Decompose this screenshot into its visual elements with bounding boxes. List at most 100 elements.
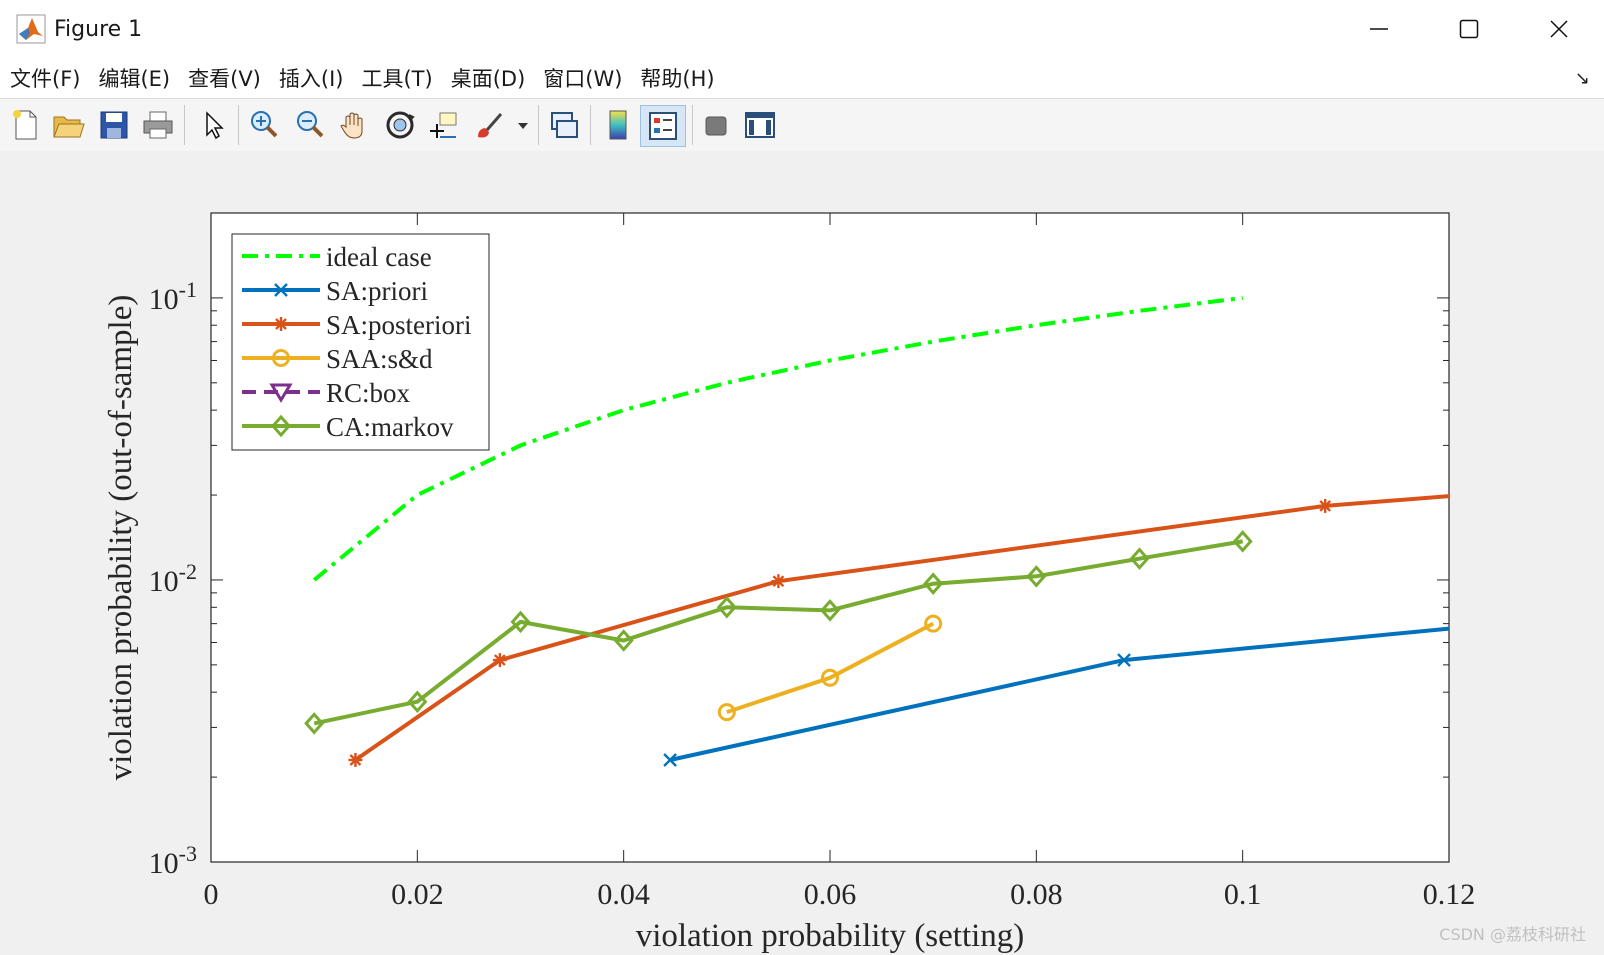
pan-hand-icon[interactable]	[336, 107, 372, 143]
data-point	[924, 614, 943, 633]
marker-diamond	[304, 712, 325, 735]
marker-diamond	[819, 599, 841, 622]
x-tick-label: 0	[204, 878, 219, 911]
data-point	[407, 690, 428, 713]
menu-edit[interactable]: 编辑(E)	[98, 67, 171, 91]
legend-marker	[274, 317, 288, 331]
series-saa-s-d	[717, 614, 943, 722]
link-plot-icon[interactable]	[546, 107, 582, 143]
toolbar-separator	[238, 105, 239, 145]
minimize-button[interactable]	[1334, 0, 1424, 58]
hide-plot-tools-icon[interactable]	[698, 107, 734, 143]
toolbar-separator	[692, 105, 693, 145]
legend-button[interactable]	[640, 105, 686, 147]
data-point	[1026, 565, 1047, 588]
chart: 0 0.02 0.04 0.06 0.08 0.1 0.12 10-3 10-2 10-1 viol…	[103, 212, 1508, 954]
data-cursor-icon[interactable]	[426, 107, 462, 143]
legend-label: ideal case	[326, 242, 432, 272]
toolbar-separator	[590, 105, 591, 145]
legend-box	[231, 233, 490, 451]
marker-x-stroke	[1495, 618, 1507, 630]
data-point	[771, 574, 786, 589]
marker-diamond	[923, 572, 944, 595]
data-point	[1129, 547, 1150, 570]
undock-arrow-icon[interactable]: ↘	[1574, 68, 1590, 89]
matlab-logo-icon	[16, 14, 46, 44]
menu-view[interactable]: 查看(V)	[188, 67, 261, 91]
marker-triangle	[269, 383, 293, 403]
x-tick-label: 0.1	[1224, 878, 1262, 911]
y-axis-label: violation probability (out-of-sample)	[103, 295, 139, 781]
marker-star-stroke	[275, 318, 287, 330]
legend-label: SA:priori	[326, 276, 428, 306]
marker-circle	[924, 614, 943, 633]
data-point	[821, 668, 839, 687]
marker-circle	[717, 703, 736, 722]
marker-star-stroke	[1319, 500, 1332, 512]
colorbar-icon[interactable]	[600, 107, 636, 143]
menu-desktop[interactable]: 桌面(D)	[450, 67, 526, 91]
menu-window[interactable]: 窗口(W)	[543, 67, 623, 91]
data-point	[923, 572, 944, 595]
marker-diamond	[270, 414, 292, 438]
marker-diamond	[613, 629, 634, 652]
legend-marker	[270, 414, 292, 438]
x-tick-label: 0.06	[804, 878, 857, 911]
series-ca-markov	[304, 530, 1253, 735]
close-icon	[1550, 20, 1568, 38]
y-tick-label: 10-1	[149, 277, 197, 316]
maximize-button[interactable]	[1424, 0, 1514, 58]
zoom-out-icon[interactable]	[292, 107, 328, 143]
legend-label: SAA:s&d	[326, 344, 433, 374]
new-file-icon[interactable]	[8, 107, 44, 143]
menu-help[interactable]: 帮助(H)	[640, 67, 715, 91]
marker-star-stroke	[1496, 487, 1506, 497]
marker-star-stroke	[349, 754, 362, 766]
brush-dropdown-icon[interactable]	[512, 107, 534, 143]
zoom-in-icon[interactable]	[246, 107, 282, 143]
data-point	[1117, 653, 1131, 667]
minimize-icon	[1370, 28, 1388, 30]
window-title: Figure 1	[54, 16, 143, 42]
marker-circle	[272, 349, 290, 367]
series-ideal-case	[312, 295, 1243, 582]
menu-insert[interactable]: 插入(I)	[278, 67, 344, 91]
marker-diamond	[510, 610, 531, 634]
show-plot-tools-icon[interactable]	[742, 107, 778, 143]
legend-icon	[649, 112, 677, 140]
figure-toolbar	[0, 98, 1604, 152]
series-line	[726, 621, 935, 714]
x-tick-label: 0.08	[1010, 878, 1063, 911]
series-line	[313, 539, 1244, 726]
save-icon[interactable]	[96, 107, 132, 143]
pointer-icon[interactable]	[195, 107, 231, 143]
marker-x-stroke	[1117, 653, 1131, 667]
marker-diamond	[716, 596, 737, 619]
print-icon[interactable]	[140, 107, 176, 143]
data-point	[304, 712, 325, 735]
data-point	[819, 599, 841, 622]
rotate-3d-icon[interactable]	[382, 107, 418, 143]
y-tick-label: 10-2	[149, 559, 197, 598]
brush-icon[interactable]	[472, 107, 508, 143]
toolbar-separator	[184, 105, 185, 145]
x-tick-label: 0.04	[597, 878, 650, 911]
series-sa-posteriori	[348, 485, 1508, 767]
menu-tools[interactable]: 工具(T)	[361, 67, 433, 91]
legend-label: CA:markov	[326, 412, 454, 442]
marker-circle	[821, 668, 839, 687]
data-point	[510, 610, 531, 634]
data-point	[348, 752, 363, 767]
x-tick-label: 0.12	[1423, 878, 1476, 911]
close-button[interactable]	[1514, 0, 1604, 58]
marker-x-stroke	[274, 283, 288, 297]
data-point	[1495, 618, 1507, 630]
legend-marker	[269, 383, 293, 403]
data-point	[1494, 485, 1508, 499]
menu-bar: 文件(F) 编辑(E) 查看(V) 插入(I) 工具(T) 桌面(D) 窗口(W…	[0, 58, 1604, 98]
x-axis-label: violation probability (setting)	[636, 918, 1025, 954]
open-folder-icon[interactable]	[50, 107, 86, 143]
series-sa-priori	[663, 618, 1507, 767]
menu-file[interactable]: 文件(F)	[10, 67, 81, 91]
toolbar-separator	[538, 105, 539, 145]
